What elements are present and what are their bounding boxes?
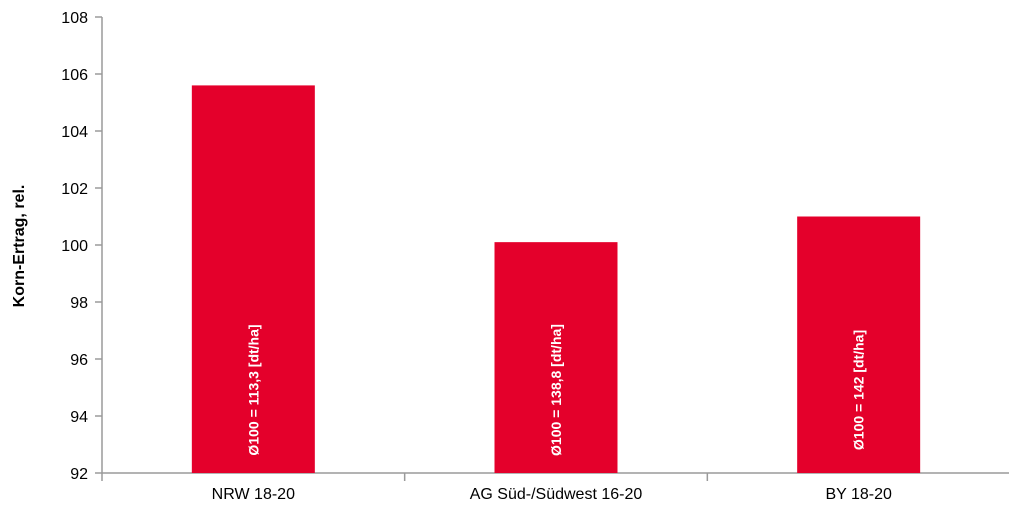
bar <box>494 242 618 473</box>
y-tick-label: 96 <box>70 352 88 369</box>
y-tick-label: 104 <box>61 124 88 141</box>
y-tick-label: 100 <box>61 238 88 255</box>
y-tick-label: 108 <box>61 10 88 27</box>
x-tick-label: AG Süd-/Südwest 16-20 <box>470 486 643 503</box>
bar-data-label: Ø100 = 113,3 [dt/ha] <box>245 324 261 455</box>
axes: 92 94 96 98 100 102 104 106 108 NRW 18-20 AG Süd-/… <box>61 10 1009 503</box>
bars: Ø100 = 113,3 [dt/ha] Ø100 = 138,8 [dt/ha]… <box>191 85 921 474</box>
y-tick-label: 94 <box>70 409 88 426</box>
bar <box>797 216 921 473</box>
y-tick-label: 106 <box>61 67 88 84</box>
y-tick-label: 92 <box>70 466 88 483</box>
y-axis-label: Korn-Ertrag, rel. <box>11 185 28 308</box>
x-tick-label: NRW 18-20 <box>212 486 295 503</box>
x-tick-label: BY 18-20 <box>825 486 892 503</box>
bar-data-label: Ø100 = 138,8 [dt/ha] <box>548 324 564 456</box>
bar-data-label: Ø100 = 142 [dt/ha] <box>851 330 867 450</box>
bar <box>191 85 315 474</box>
y-tick-label: 98 <box>70 295 88 312</box>
y-tick-label: 102 <box>61 181 88 198</box>
